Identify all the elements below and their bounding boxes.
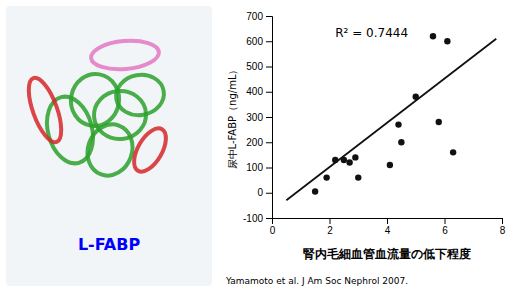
tick: 400 — [246, 86, 272, 97]
tick-label: -100 — [243, 213, 263, 224]
tick-mark — [502, 218, 503, 224]
tick-label: 0 — [270, 225, 276, 236]
tick: 0 — [257, 187, 272, 198]
regression-line — [286, 39, 496, 201]
tick-mark — [266, 41, 272, 42]
tick-mark — [266, 92, 272, 93]
tick: 0 — [270, 218, 276, 236]
tick: 8 — [500, 218, 506, 236]
tick-label: 500 — [246, 61, 263, 72]
tick-mark — [266, 193, 272, 194]
tick: 700 — [246, 11, 272, 22]
x-axis: 0 2 4 6 8 — [270, 218, 506, 236]
tick-mark — [266, 67, 272, 68]
tick-label: 6 — [442, 225, 448, 236]
scatter-point — [398, 139, 404, 145]
tick-mark — [266, 168, 272, 169]
scatter-point — [346, 159, 352, 165]
protein-ribbon — [128, 123, 173, 177]
tick-mark — [445, 218, 446, 224]
y-axis: -100 0 100 200 300 400 500 600 700 — [243, 11, 273, 224]
protein-ribbon — [113, 71, 167, 119]
protein-ribbon — [80, 118, 139, 182]
tick-label: 8 — [500, 225, 506, 236]
tick-label: 2 — [327, 225, 333, 236]
tick-label: 400 — [246, 86, 263, 97]
tick-label: 4 — [385, 225, 391, 236]
protein-ribbon — [90, 38, 160, 72]
tick-label: 0 — [257, 187, 263, 198]
scatter-point — [323, 174, 329, 180]
scatter-point — [352, 154, 358, 160]
scatter-point — [355, 174, 361, 180]
tick: 6 — [442, 218, 448, 236]
scatter-point — [450, 149, 456, 155]
axis-line — [266, 17, 273, 219]
y-axis-label: 尿中L-FABP（ng/mL） — [227, 65, 238, 170]
tick-label: 100 — [246, 162, 263, 173]
citation: Yamamoto et al. J Am Soc Nephrol 2007. — [225, 276, 408, 286]
tick: 500 — [246, 61, 272, 72]
tick-mark — [387, 218, 388, 224]
marks — [286, 33, 496, 200]
scatter-point — [387, 162, 393, 168]
scatter-point — [430, 33, 436, 39]
tick: 200 — [246, 137, 272, 148]
tick-mark — [266, 142, 272, 143]
annotation: R² = 0.7444 — [335, 26, 408, 40]
tick-label: 300 — [246, 112, 263, 123]
tick-mark — [266, 218, 272, 219]
scatter-point — [395, 121, 401, 127]
scatter-point — [444, 38, 450, 44]
left-panel — [6, 6, 212, 286]
scatter-point — [312, 188, 318, 194]
tick: 100 — [246, 162, 272, 173]
tick: -100 — [243, 213, 272, 224]
tick-mark — [266, 117, 272, 118]
tick: 300 — [246, 112, 272, 123]
panel-label: L-FABP — [78, 235, 141, 254]
panel-background — [6, 6, 212, 286]
tick: 2 — [327, 218, 333, 236]
tick-label: 200 — [246, 137, 263, 148]
tick-label: 600 — [246, 36, 263, 47]
chart: 0 2 4 6 8 -100 0 100 200 300 400 500 600 700 腎内毛細血管血流量… — [0, 0, 516, 292]
x-axis-label: 腎内毛細血管血流量の低下程度 — [303, 247, 471, 261]
scatter-point — [436, 119, 442, 125]
tick-mark — [330, 218, 331, 224]
plot: 0 2 4 6 8 -100 0 100 200 300 400 500 600 700 — [243, 11, 506, 236]
tick-mark — [266, 16, 272, 17]
axis-line — [273, 219, 503, 225]
protein-ribbon — [22, 74, 68, 146]
tick-label: 700 — [246, 11, 263, 22]
tick: 600 — [246, 36, 272, 47]
tick: 4 — [385, 218, 391, 236]
